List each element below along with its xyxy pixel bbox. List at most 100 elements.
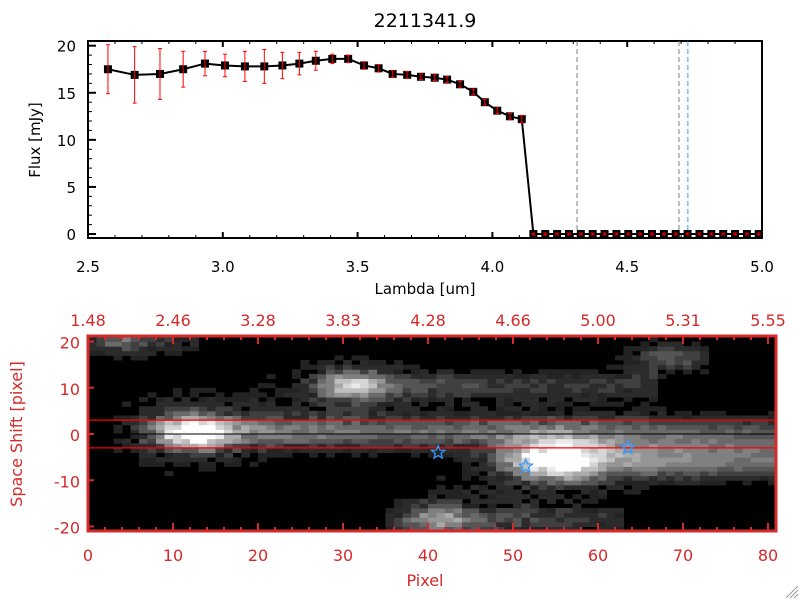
heatmap-cell: [640, 401, 650, 407]
heatmap-cell: [496, 447, 505, 453]
heatmap-cell: [649, 466, 658, 472]
heatmap-cell: [589, 466, 599, 472]
heatmap-cell: [496, 387, 505, 393]
heatmap-cell: [283, 447, 293, 453]
heatmap-cell: [419, 512, 429, 518]
heatmap-cell: [725, 475, 735, 481]
heatmap-cell: [615, 461, 624, 467]
heatmap-cell: [691, 457, 701, 463]
heatmap-cell: [453, 410, 463, 416]
heatmap-cell: [640, 443, 650, 449]
heatmap-cell: [122, 443, 131, 449]
heatmap-cell: [453, 503, 463, 509]
heatmap-cell: [581, 369, 590, 375]
heatmap-cell: [283, 387, 293, 393]
heatmap-cell: [666, 461, 675, 467]
heatmap-cell: [173, 392, 182, 398]
heatmap-cell: [198, 406, 208, 412]
heatmap-cell: [598, 373, 607, 379]
heatmap-cell: [615, 521, 624, 527]
heatmap-cell: [411, 452, 420, 458]
heatmap-cell: [555, 526, 565, 532]
heatmap-cell: [317, 424, 327, 430]
heatmap-cell: [538, 420, 548, 426]
heatmap-cell: [725, 461, 735, 467]
spectrum-plot: 2211341.9 Lambda [um] Flux [mJy] 2.5 3.0 3…: [26, 10, 774, 298]
heatmap-cell: [666, 434, 675, 440]
wavelength-tick-label: 2.46: [155, 311, 191, 330]
heatmap-cell: [521, 420, 531, 426]
heatmap-cell: [445, 378, 454, 384]
heatmap-cell: [453, 415, 463, 421]
heatmap-cell: [156, 341, 165, 347]
heatmap-cell: [521, 480, 531, 486]
heatmap-cell: [181, 336, 191, 342]
heatmap-cell: [666, 452, 675, 458]
heatmap-cell: [411, 521, 420, 527]
heatmap-cell: [351, 373, 361, 379]
heatmap-cell: [462, 387, 471, 393]
heatmap-cell: [309, 429, 318, 435]
heatmap-cell: [538, 424, 548, 430]
heatmap-cell: [377, 424, 386, 430]
heatmap-cell: [640, 378, 650, 384]
heatmap-cell: [564, 443, 573, 449]
heatmap-cell: [717, 480, 726, 486]
heatmap-cell: [487, 383, 497, 389]
heatmap-cell: [615, 387, 624, 393]
heatmap-cell: [530, 424, 539, 430]
heatmap-cell: [521, 397, 531, 403]
x-tick-label: 4.0: [480, 258, 504, 276]
heatmap-cell: [343, 383, 352, 389]
heatmap-cell: [479, 526, 488, 532]
heatmap-cell: [657, 350, 667, 356]
heatmap-cell: [717, 471, 726, 477]
heatmap-cell: [453, 420, 463, 426]
heatmap-cell: [564, 508, 573, 514]
heatmap-cell: [173, 424, 182, 430]
heatmap-cell: [674, 360, 684, 366]
heatmap-cell: [317, 420, 327, 426]
heatmap-cell: [428, 378, 437, 384]
heatmap-cell: [462, 438, 471, 444]
heatmap-cell: [598, 415, 607, 421]
heatmap-cell: [385, 383, 395, 389]
y-tick-label: 10: [57, 132, 76, 150]
heatmap-cell: [734, 471, 743, 477]
heatmap-cell: [547, 452, 556, 458]
heatmap-cell: [385, 429, 395, 435]
heatmap-cell: [751, 452, 760, 458]
resize-grip-icon[interactable]: [785, 585, 799, 599]
heatmap-cell: [606, 457, 616, 463]
heatmap-cell: [198, 420, 208, 426]
heatmap-cell: [496, 383, 505, 389]
heatmap-cell: [385, 364, 395, 370]
heatmap-cell: [215, 392, 225, 398]
heatmap-cell: [470, 429, 480, 435]
heatmap-cell: [640, 341, 650, 347]
heatmap-cell: [572, 526, 582, 532]
heatmap-cell: [411, 443, 420, 449]
heatmap-cell: [708, 447, 718, 453]
heatmap-cell: [496, 475, 505, 481]
heatmap-cell: [623, 452, 633, 458]
heatmap-cell: [623, 424, 633, 430]
heatmap-cell: [351, 443, 361, 449]
heatmap-cell: [623, 415, 633, 421]
heatmap-cell: [334, 373, 344, 379]
heatmap-cell: [385, 410, 395, 416]
heatmap-cell: [530, 447, 539, 453]
heatmap-cell: [615, 420, 624, 426]
star-marker: [619, 439, 637, 455]
heatmap-cell: [759, 447, 769, 453]
y-tick-label: 20: [57, 38, 76, 56]
heatmap-cell: [504, 489, 514, 495]
heatmap-cell: [394, 410, 403, 416]
heatmap-cell: [504, 383, 514, 389]
heatmap-cell: [419, 373, 429, 379]
heatmap-cell: [606, 512, 616, 518]
heatmap-cell: [717, 443, 726, 449]
heatmap-cell: [496, 378, 505, 384]
heatmap-cell: [402, 503, 412, 509]
heatmap-cell: [666, 364, 675, 370]
